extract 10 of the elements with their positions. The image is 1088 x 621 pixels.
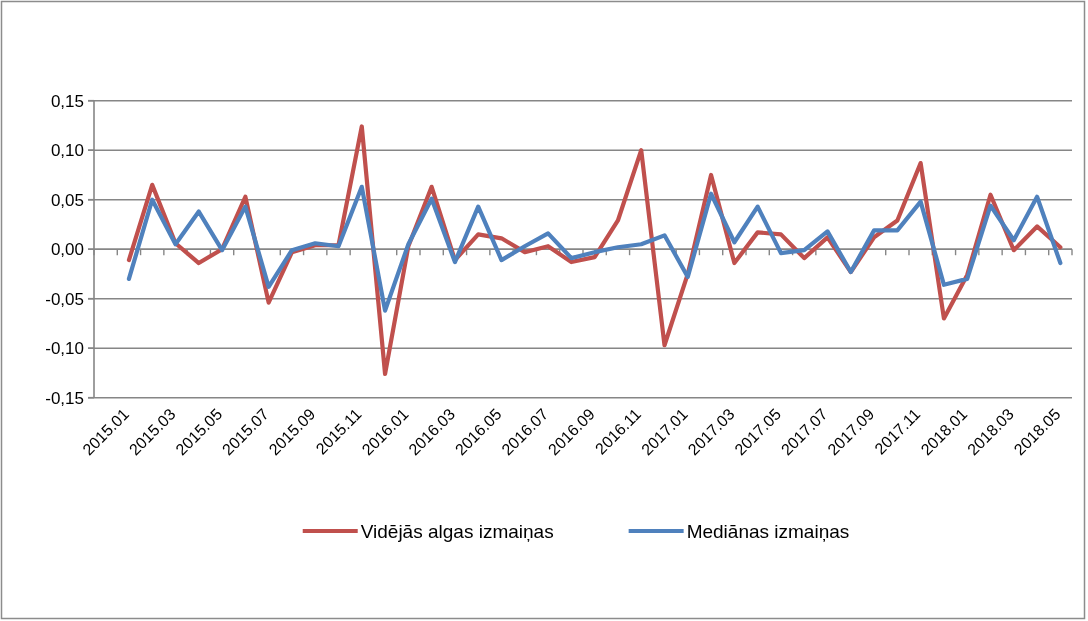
y-tick-label: -0,10 <box>45 339 84 359</box>
y-tick-label: 0,15 <box>50 91 84 111</box>
y-tick-label: 0,10 <box>50 141 84 161</box>
legend-label: Mediānas izmaiņas <box>686 520 850 542</box>
y-tick-label: 0,05 <box>50 190 84 210</box>
legend-label: Vidējās algas izmaiņas <box>360 520 554 542</box>
y-tick-label: -0,15 <box>45 388 84 408</box>
y-tick-label: -0,05 <box>45 289 84 309</box>
line-series <box>126 184 1063 313</box>
y-tick-label: 0,00 <box>50 240 84 260</box>
